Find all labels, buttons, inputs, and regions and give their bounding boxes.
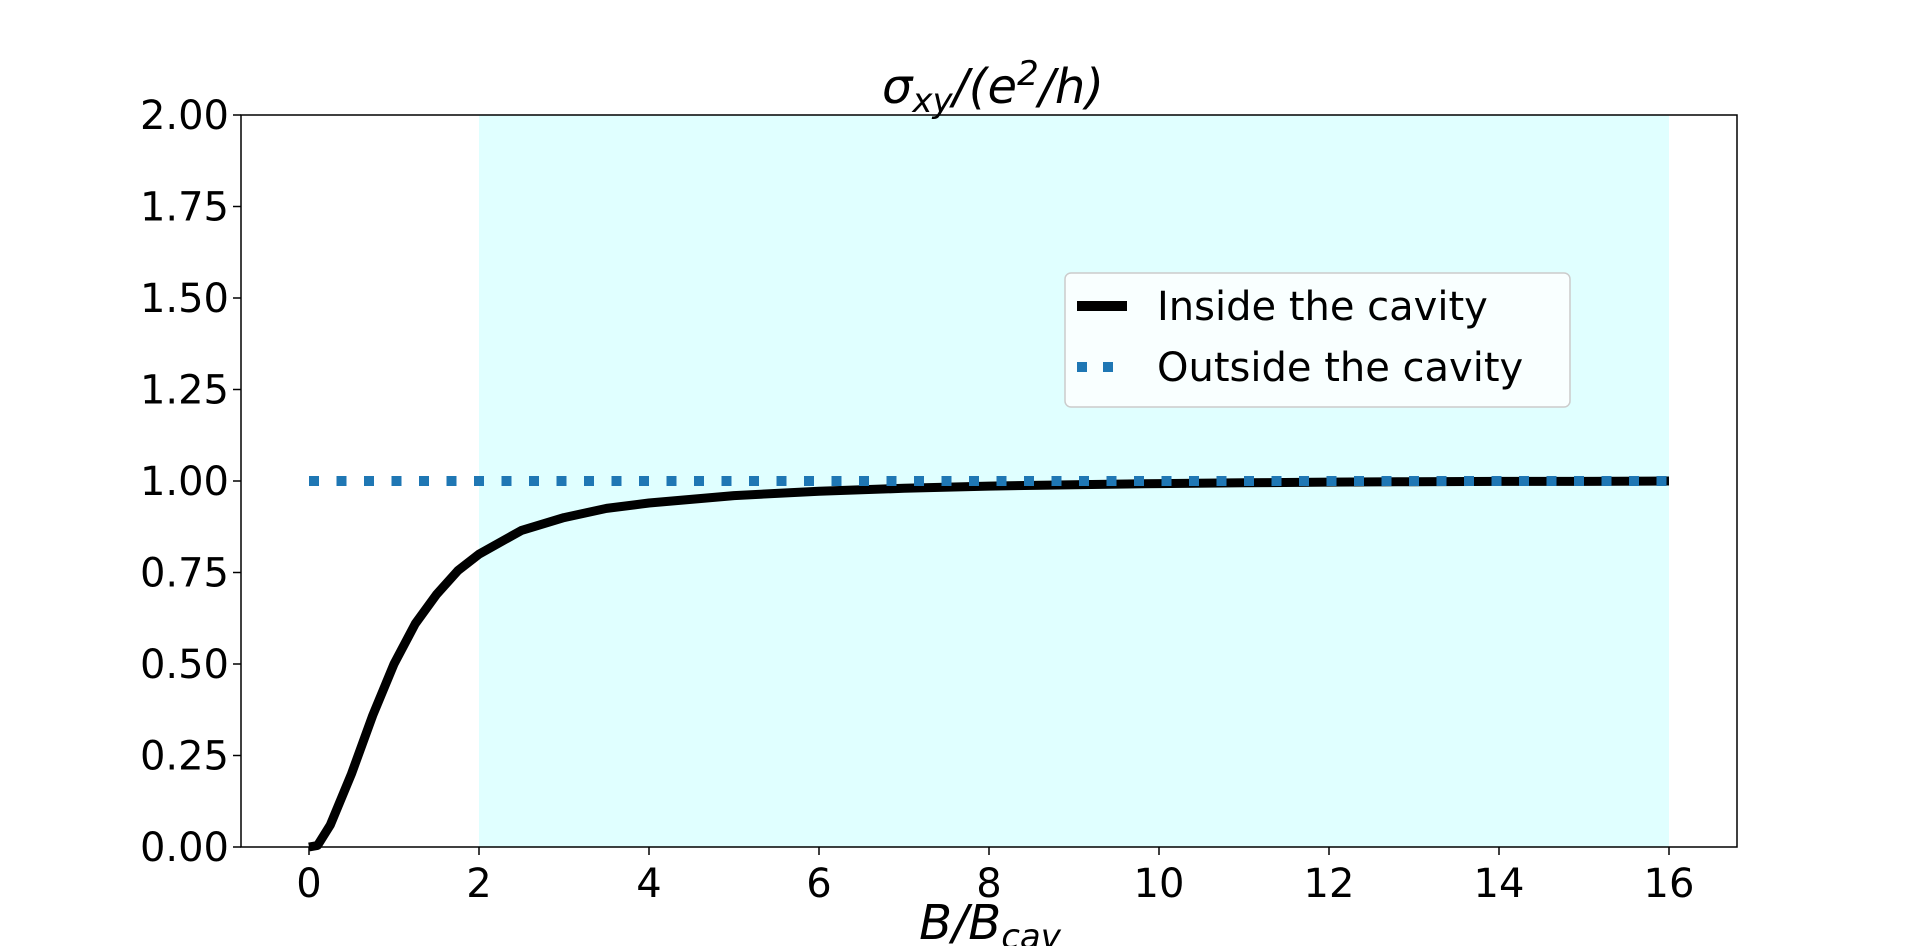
x-tick-label: 12 xyxy=(1304,861,1355,907)
legend-label-inside: Inside the cavity xyxy=(1157,284,1488,330)
x-axis-label-main: B/B xyxy=(919,895,1001,946)
x-tick-label: 16 xyxy=(1644,861,1695,907)
title-superscript: 2 xyxy=(1017,54,1039,94)
x-axis-ticks: 0 2 4 6 8 10 12 14 16 xyxy=(296,847,1694,907)
x-axis-label: B/Bcav xyxy=(919,895,1062,946)
x-tick-label: 10 xyxy=(1134,861,1185,907)
legend: Inside the cavity Outside the cavity xyxy=(1064,272,1571,408)
y-tick-label: 1.00 xyxy=(140,459,229,505)
series-layer xyxy=(308,476,1670,852)
title-end: /h) xyxy=(1035,59,1104,115)
y-axis-ticks: 0.00 0.25 0.50 0.75 1.00 1.25 1.50 1.75 2.00 xyxy=(140,93,241,871)
legend-box xyxy=(1064,272,1571,408)
x-tick-label: 4 xyxy=(636,861,661,907)
x-tick-label: 6 xyxy=(806,861,831,907)
x-tick-label: 8 xyxy=(976,861,1001,907)
legend-label-outside: Outside the cavity xyxy=(1157,345,1523,391)
title-symbol: σ xyxy=(882,59,914,115)
title-subscript: xy xyxy=(911,81,953,121)
title-middle: /(e xyxy=(949,59,1017,115)
x-tick-label: 0 xyxy=(296,861,321,907)
y-tick-label: 1.25 xyxy=(140,368,229,414)
y-tick-label: 0.00 xyxy=(140,825,229,871)
y-tick-label: 2.00 xyxy=(140,93,229,139)
y-tick-label: 0.75 xyxy=(140,551,229,597)
x-tick-label: 14 xyxy=(1474,861,1525,907)
y-tick-label: 0.50 xyxy=(140,642,229,688)
x-tick-label: 2 xyxy=(466,861,491,907)
y-tick-label: 1.50 xyxy=(140,276,229,322)
series-line-inside-cavity xyxy=(308,476,1670,852)
y-tick-label: 1.75 xyxy=(140,185,229,231)
y-tick-label: 0.25 xyxy=(140,734,229,780)
x-axis-label-subscript: cav xyxy=(1001,917,1062,946)
chart-title: σxy/(e2/h) xyxy=(882,54,1104,121)
